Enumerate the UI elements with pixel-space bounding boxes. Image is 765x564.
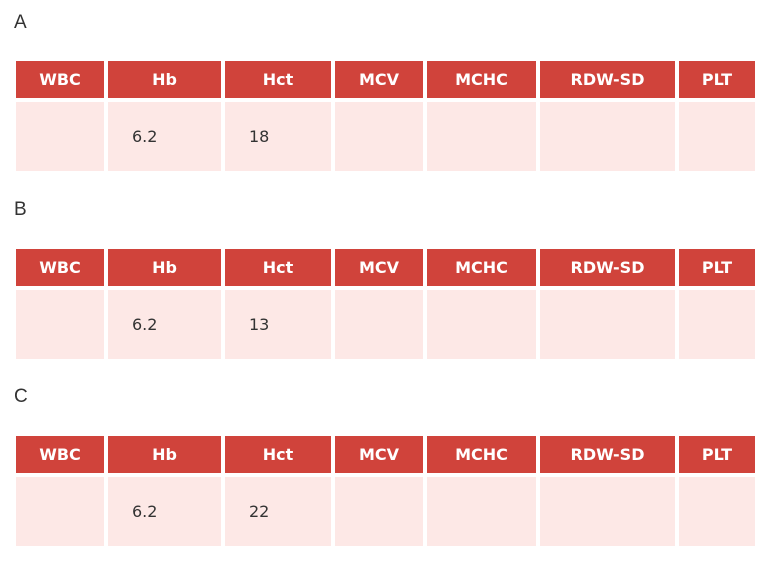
header-wbc: WBC	[16, 249, 104, 286]
header-mchc: MCHC	[427, 61, 536, 98]
blood-count-table: WBC Hb Hct MCV MCHC RDW-SD PLT 6.2 22	[12, 432, 759, 550]
header-plt: PLT	[679, 436, 755, 473]
cell-mcv	[335, 477, 423, 546]
cell-plt	[679, 290, 755, 359]
cell-hb: 6.2	[108, 290, 221, 359]
header-hct: Hct	[225, 249, 331, 286]
value-row: 6.2 13	[16, 290, 755, 359]
header-hct: Hct	[225, 436, 331, 473]
cell-mcv	[335, 290, 423, 359]
header-hb: Hb	[108, 249, 221, 286]
cell-hct: 18	[225, 102, 331, 171]
header-mcv: MCV	[335, 249, 423, 286]
cell-mchc	[427, 477, 536, 546]
cell-plt	[679, 477, 755, 546]
cell-mchc	[427, 102, 536, 171]
blood-count-table: WBC Hb Hct MCV MCHC RDW-SD PLT 6.2 18	[12, 57, 759, 175]
cell-hct: 22	[225, 477, 331, 546]
header-wbc: WBC	[16, 436, 104, 473]
header-row: WBC Hb Hct MCV MCHC RDW-SD PLT	[16, 436, 755, 473]
blood-count-table: WBC Hb Hct MCV MCHC RDW-SD PLT 6.2 13	[12, 245, 759, 363]
header-mcv: MCV	[335, 61, 423, 98]
header-mchc: MCHC	[427, 436, 536, 473]
header-hb: Hb	[108, 61, 221, 98]
cell-rdw-sd	[540, 102, 675, 171]
value-row: 6.2 22	[16, 477, 755, 546]
cell-plt	[679, 102, 755, 171]
cell-wbc	[16, 290, 104, 359]
panel-label: C	[14, 386, 28, 407]
value-row: 6.2 18	[16, 102, 755, 171]
cell-hct: 13	[225, 290, 331, 359]
header-rdw-sd: RDW-SD	[540, 249, 675, 286]
cell-mchc	[427, 290, 536, 359]
header-hb: Hb	[108, 436, 221, 473]
cell-hb: 6.2	[108, 477, 221, 546]
cell-mcv	[335, 102, 423, 171]
header-wbc: WBC	[16, 61, 104, 98]
header-row: WBC Hb Hct MCV MCHC RDW-SD PLT	[16, 61, 755, 98]
header-mcv: MCV	[335, 436, 423, 473]
header-rdw-sd: RDW-SD	[540, 436, 675, 473]
cell-wbc	[16, 102, 104, 171]
header-mchc: MCHC	[427, 249, 536, 286]
header-plt: PLT	[679, 61, 755, 98]
panel-label: B	[14, 199, 27, 220]
panel-label: A	[14, 12, 27, 33]
header-plt: PLT	[679, 249, 755, 286]
cell-wbc	[16, 477, 104, 546]
cell-rdw-sd	[540, 477, 675, 546]
header-hct: Hct	[225, 61, 331, 98]
cell-hb: 6.2	[108, 102, 221, 171]
header-rdw-sd: RDW-SD	[540, 61, 675, 98]
header-row: WBC Hb Hct MCV MCHC RDW-SD PLT	[16, 249, 755, 286]
cell-rdw-sd	[540, 290, 675, 359]
